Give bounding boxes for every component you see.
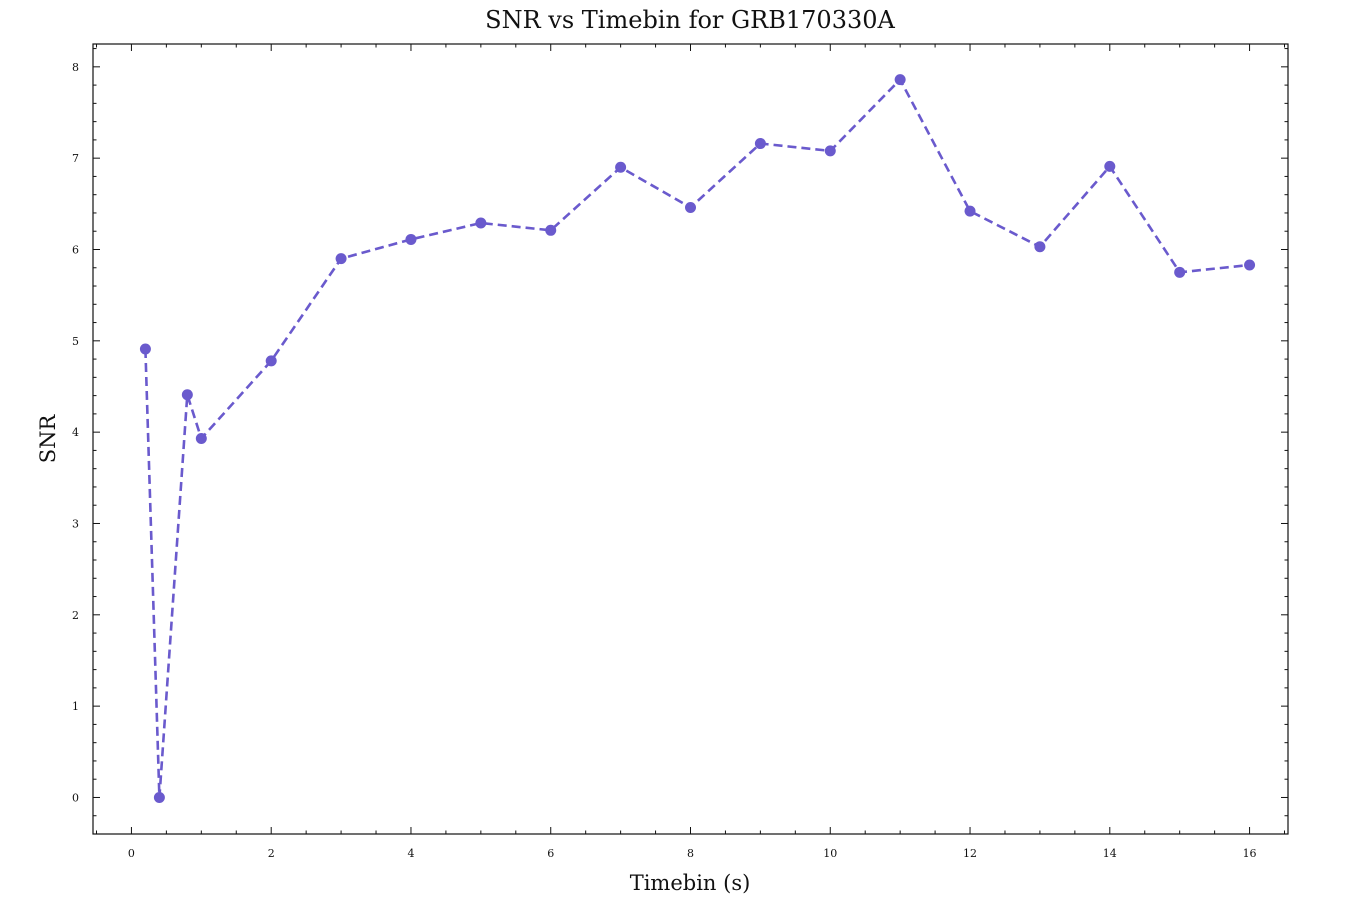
- y-axis-label: SNR: [36, 414, 60, 464]
- y-tick-label: 1: [72, 700, 79, 713]
- data-point: [545, 224, 557, 236]
- y-tick-label: 4: [72, 426, 79, 439]
- x-tick-label: 6: [547, 847, 554, 860]
- y-tick-label: 0: [72, 791, 79, 804]
- ticks: [93, 44, 1288, 835]
- y-tick-label: 8: [72, 61, 79, 74]
- y-tick-label: 2: [72, 609, 79, 622]
- chart-title: SNR vs Timebin for GRB170330A: [485, 6, 895, 34]
- x-tick-label: 4: [407, 847, 414, 860]
- y-tick-label: 7: [72, 152, 79, 165]
- data-point: [1174, 266, 1186, 278]
- x-tick-label: 12: [963, 847, 977, 860]
- data-point: [405, 233, 417, 245]
- y-tick-label: 3: [72, 517, 79, 530]
- data-point: [894, 74, 906, 86]
- x-tick-label: 16: [1243, 847, 1257, 860]
- data-point: [265, 355, 277, 367]
- data-point: [335, 253, 347, 265]
- x-tick-label: 0: [128, 847, 135, 860]
- data-point: [139, 343, 151, 355]
- data-point: [153, 791, 165, 803]
- y-tick-label: 5: [72, 335, 79, 348]
- data-points: [139, 74, 1256, 803]
- data-point: [754, 138, 766, 150]
- data-point: [1244, 259, 1256, 271]
- y-tick-label: 6: [72, 243, 79, 256]
- data-point: [475, 217, 487, 229]
- data-point: [195, 433, 207, 445]
- x-tick-label: 10: [823, 847, 837, 860]
- data-point: [685, 201, 696, 213]
- series-line: [144, 77, 1250, 798]
- data-point: [824, 145, 836, 157]
- data-point: [964, 205, 976, 217]
- x-tick-label: 2: [268, 847, 275, 860]
- data-point: [181, 389, 193, 401]
- data-point: [1034, 241, 1046, 253]
- x-tick-label: 14: [1103, 847, 1117, 860]
- x-tick-label: 8: [687, 847, 694, 860]
- data-point: [615, 161, 627, 173]
- x-axis-label: Timebin (s): [630, 871, 751, 895]
- data-point: [1104, 160, 1116, 172]
